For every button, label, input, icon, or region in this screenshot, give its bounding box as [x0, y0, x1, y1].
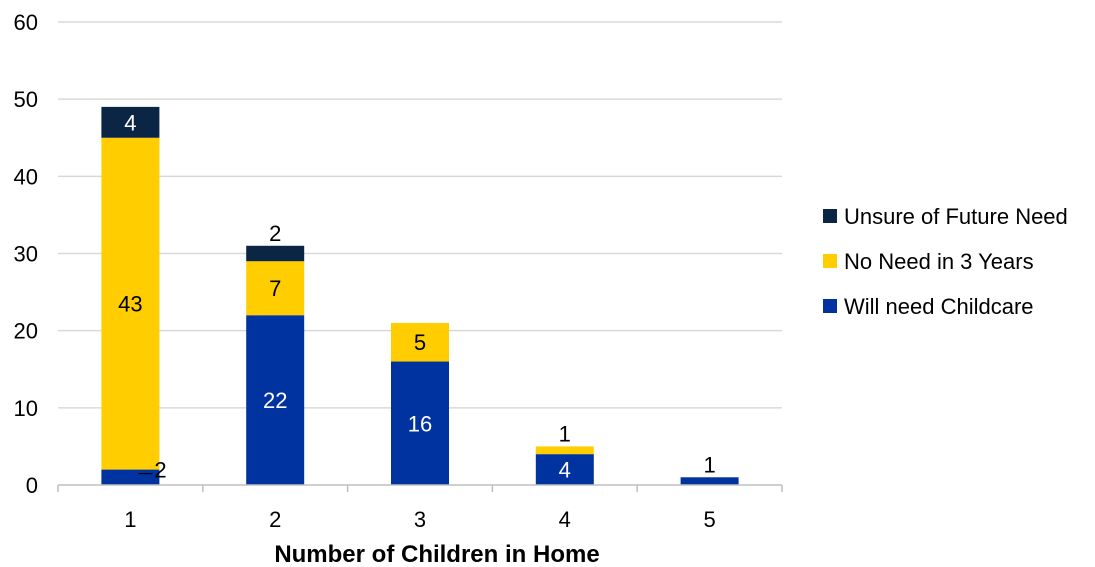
- data-label: 4: [559, 458, 571, 483]
- legend-swatch: [823, 299, 837, 313]
- data-labels: 2 43 4 22 7 2 16 5 4 1 1: [118, 110, 716, 482]
- legend-entry: Will need Childcare: [844, 294, 1034, 319]
- x-tick-label: 1: [124, 507, 136, 532]
- data-label: 16: [408, 411, 432, 436]
- data-label: 1: [559, 421, 571, 446]
- legend-entry: No Need in 3 Years: [844, 249, 1034, 274]
- bar-segment: [391, 322, 449, 362]
- bar-segment: [391, 361, 449, 485]
- data-label: 1: [703, 452, 715, 477]
- x-tick-label: 2: [269, 507, 281, 532]
- bar-segment: [246, 245, 305, 262]
- bar-segment: [101, 469, 160, 485]
- data-label: 5: [414, 330, 426, 355]
- bar-segment: [535, 454, 594, 485]
- data-label: 4: [124, 110, 136, 135]
- legend-swatch: [823, 254, 837, 268]
- data-label: 43: [118, 292, 142, 317]
- data-label: 2: [154, 458, 166, 483]
- x-tick-label: 4: [559, 507, 571, 532]
- bar-segment: [101, 137, 160, 470]
- x-axis-title: Number of Children in Home: [274, 541, 599, 567]
- legend: Unsure of Future Need No Need in 3 Years W…: [823, 204, 1068, 319]
- data-label: 22: [263, 388, 287, 413]
- y-axis-ticks: 0 10 20 30 40 50 60: [14, 10, 38, 498]
- y-tick-label: 30: [14, 242, 38, 267]
- x-axis: 1 2 3 4 5: [57, 484, 783, 532]
- y-tick-label: 50: [14, 87, 38, 112]
- x-tick-label: 5: [703, 507, 715, 532]
- y-tick-label: 40: [14, 164, 38, 189]
- gridlines: [58, 21, 782, 409]
- y-tick-label: 10: [14, 396, 38, 421]
- y-tick-label: 0: [26, 473, 38, 498]
- legend-entry: Unsure of Future Need: [844, 204, 1068, 229]
- bar-segment: [246, 261, 305, 316]
- x-tick-label: 3: [414, 507, 426, 532]
- legend-swatch: [823, 209, 837, 223]
- bar-segment: [680, 477, 739, 485]
- bar-segment: [535, 446, 594, 455]
- y-tick-label: 60: [14, 10, 38, 35]
- y-tick-label: 20: [14, 319, 38, 344]
- bars: [101, 106, 739, 485]
- bar-segment: [101, 106, 160, 138]
- data-label: 7: [269, 276, 281, 301]
- data-label: 2: [269, 221, 281, 246]
- bar-segment: [246, 315, 305, 485]
